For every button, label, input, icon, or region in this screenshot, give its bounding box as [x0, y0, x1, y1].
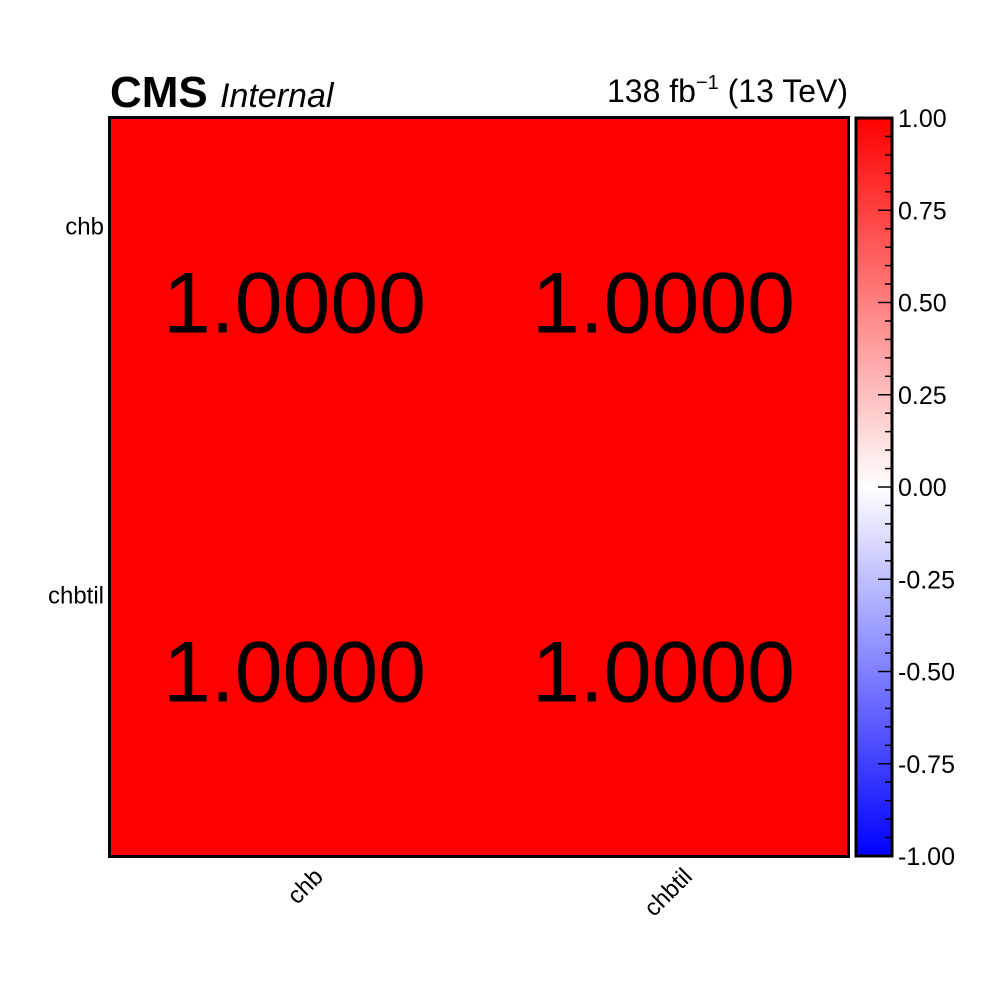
luminosity-label: 138 fb−1 (13 TeV) — [607, 72, 848, 109]
x-tick-label: chb — [282, 863, 328, 909]
colorbar-tick-label: 0.50 — [898, 290, 947, 318]
colorbar-tick-label: 0.75 — [898, 197, 947, 225]
y-tick-label: chb — [65, 214, 104, 241]
y-axis-labels: chb chbtil — [48, 214, 104, 610]
colorbar-tick-label: -0.50 — [898, 659, 955, 687]
heatmap-cells — [110, 118, 849, 857]
colorbar-ticks — [878, 117, 892, 857]
heatmap-cell-labels: 1.0000 1.0000 1.0000 1.0000 — [163, 256, 795, 721]
lumi-prefix: 138 fb — [607, 73, 696, 109]
lumi-suffix: (13 TeV) — [719, 73, 848, 109]
cms-label: CMS — [110, 68, 208, 117]
lumi-superscript: −1 — [696, 72, 719, 94]
x-tick-label: chbtil — [639, 863, 698, 922]
heatmap-cell — [479, 487, 849, 857]
cell-value-label: 1.0000 — [163, 625, 426, 721]
y-tick-label: chbtil — [48, 583, 104, 610]
internal-label: Internal — [220, 77, 335, 115]
heatmap-cell — [110, 487, 480, 857]
plot-frame — [108, 116, 850, 858]
heatmap-cell — [110, 118, 480, 488]
colorbar-tick-label: -0.75 — [898, 751, 955, 779]
heatmap-cell — [479, 118, 849, 488]
cell-value-label: 1.0000 — [532, 256, 795, 352]
colorbar-tick-label: 0.25 — [898, 382, 947, 410]
colorbar-tick-label: 0.00 — [898, 474, 947, 502]
cell-value-label: 1.0000 — [532, 625, 795, 721]
colorbar-tick-label: -0.25 — [898, 566, 955, 594]
cell-value-label: 1.0000 — [163, 256, 426, 352]
colorbar-tick-labels: 1.00 0.75 0.50 0.25 0.00 -0.25 -0.50 -0.75 -1.00 — [898, 105, 955, 871]
x-axis-labels: chb chbtil — [282, 863, 697, 922]
colorbar-tick-label: -1.00 — [898, 843, 955, 871]
colorbar-tick-label: 1.00 — [898, 105, 947, 133]
